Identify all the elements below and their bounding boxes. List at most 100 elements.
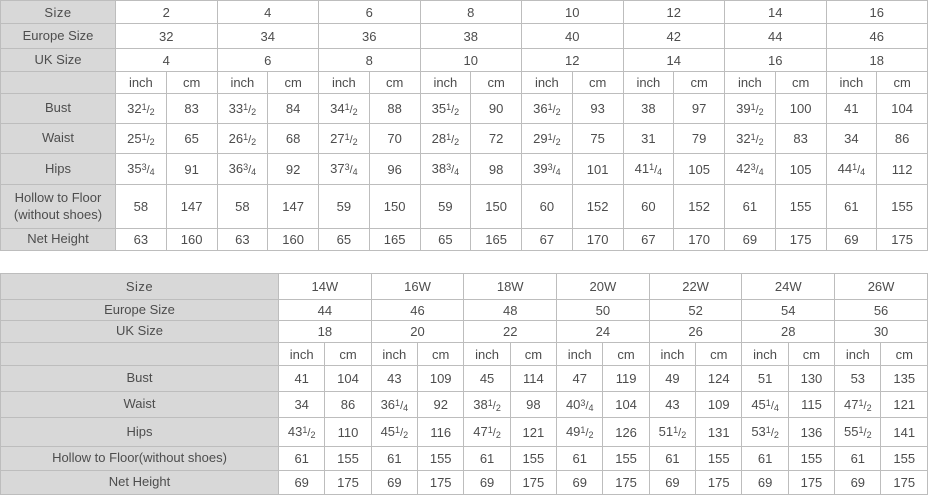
measurement-value-cell: 491/2 <box>556 417 604 447</box>
measurement-value-cell: 165 <box>470 228 522 251</box>
size-value-cell: 2 <box>115 0 218 24</box>
measurement-value-cell: 135 <box>880 365 928 392</box>
measurement-row-label: Hollow to Floor (without shoes) <box>0 184 116 229</box>
unit-inch-cell: inch <box>741 342 789 366</box>
measurement-value-cell: 60 <box>521 184 573 229</box>
measurement-value-cell: 175 <box>880 470 928 495</box>
table-row: Hollow to Floor(without shoes) 61 155 61 155… <box>0 446 928 471</box>
unit-inch-cell: inch <box>318 71 370 94</box>
table-gap <box>0 251 928 273</box>
unit-inch-cell: inch <box>825 71 878 94</box>
table-row: Bust 321/2 83 331/2 84 341/2 88 351/2 90 361/2 93 3… <box>0 93 928 124</box>
size-value-cell: 18W <box>463 273 558 300</box>
measurement-value-cell: 361/4 <box>370 391 419 418</box>
standard-size-chart-table: Size 2 4 6 8 10 12 14 16 Europe Size 32 34 36 38 40 42 4… <box>0 0 928 251</box>
measurement-value-cell: 175 <box>602 470 650 495</box>
europe-size-value-cell: 50 <box>556 299 650 321</box>
units-row-empty-label <box>0 342 279 366</box>
table-row: Hollow to Floor (without shoes) 58 147 58 14… <box>0 184 928 229</box>
measurement-value-cell: 391/2 <box>724 93 776 124</box>
unit-inch-cell: inch <box>463 342 511 366</box>
measurement-value-cell: 41 <box>277 365 326 392</box>
size-value-cell: 10 <box>521 0 624 24</box>
europe-size-row-label: Europe Size <box>0 299 279 321</box>
table-row: Net Height 63 160 63 160 65 165 65 165 67 170 67 170… <box>0 228 928 251</box>
table-row: inch cm inch cm inch cm inch cm inch cm inch cm inch… <box>0 342 928 366</box>
unit-cm-cell: cm <box>509 342 558 366</box>
measurement-value-cell: 105 <box>673 153 725 185</box>
measurement-value-cell: 61 <box>741 446 789 471</box>
measurement-value-cell: 126 <box>602 417 650 447</box>
measurement-value-cell: 100 <box>774 93 827 124</box>
europe-size-value-cell: 46 <box>825 23 928 49</box>
unit-cm-cell: cm <box>880 342 928 366</box>
measurement-row-label: Hips <box>0 153 116 185</box>
measurement-value-cell: 160 <box>165 228 218 251</box>
measurement-value-cell: 104 <box>602 391 650 418</box>
measurement-value-cell: 92 <box>417 391 465 418</box>
measurement-value-cell: 61 <box>463 446 511 471</box>
table-row: UK Size 4 6 8 10 12 14 16 18 <box>0 48 928 72</box>
size-row-label: Size <box>0 273 279 300</box>
uk-size-value-cell: 24 <box>556 320 650 343</box>
unit-cm-cell: cm <box>571 71 624 94</box>
measurement-value-cell: 147 <box>267 184 319 229</box>
table-row: Size 14W 16W 18W 20W 22W 24W 26W <box>0 273 928 300</box>
measurement-row-label: Waist <box>0 391 279 418</box>
measurement-value-cell: 86 <box>876 123 928 154</box>
measurement-row-label: Bust <box>0 365 279 392</box>
unit-cm-cell: cm <box>324 342 372 366</box>
measurement-value-cell: 383/4 <box>419 153 472 185</box>
unit-cm-cell: cm <box>787 342 836 366</box>
measurement-value-cell: 423/4 <box>724 153 776 185</box>
measurement-value-cell: 61 <box>825 184 878 229</box>
measurement-value-cell: 175 <box>695 470 743 495</box>
measurement-value-cell: 58 <box>115 184 167 229</box>
uk-size-value-cell: 16 <box>724 48 827 72</box>
size-value-cell: 14W <box>278 273 372 300</box>
size-value-cell: 6 <box>318 0 421 24</box>
measurement-value-cell: 175 <box>787 470 836 495</box>
uk-size-row-label: UK Size <box>0 48 116 72</box>
measurement-value-cell: 65 <box>165 123 218 154</box>
measurement-value-cell: 47 <box>556 365 604 392</box>
unit-cm-cell: cm <box>602 342 650 366</box>
measurement-value-cell: 69 <box>556 470 604 495</box>
measurement-value-cell: 251/2 <box>115 123 167 154</box>
unit-inch-cell: inch <box>115 71 167 94</box>
measurement-value-cell: 104 <box>876 93 928 124</box>
measurement-value-cell: 31 <box>622 123 675 154</box>
measurement-value-cell: 97 <box>673 93 725 124</box>
uk-size-value-cell: 12 <box>521 48 624 72</box>
europe-size-value-cell: 44 <box>278 299 372 321</box>
measurement-value-cell: 88 <box>368 93 421 124</box>
measurement-value-cell: 61 <box>277 446 326 471</box>
measurement-value-cell: 67 <box>622 228 675 251</box>
measurement-value-cell: 155 <box>876 184 928 229</box>
measurement-value-cell: 43 <box>648 391 697 418</box>
measurement-value-cell: 83 <box>165 93 218 124</box>
measurement-row-label: Net Height <box>0 228 116 251</box>
uk-size-value-cell: 26 <box>648 320 743 343</box>
measurement-value-cell: 43 <box>370 365 419 392</box>
measurement-value-cell: 175 <box>509 470 558 495</box>
measurement-value-cell: 93 <box>571 93 624 124</box>
measurement-value-cell: 69 <box>825 228 878 251</box>
measurement-value-cell: 155 <box>324 446 372 471</box>
measurement-value-cell: 69 <box>463 470 511 495</box>
uk-size-value-cell: 14 <box>622 48 725 72</box>
measurement-value-cell: 155 <box>774 184 827 229</box>
measurement-value-cell: 261/2 <box>216 123 269 154</box>
measurement-value-cell: 91 <box>165 153 218 185</box>
unit-inch-cell: inch <box>277 342 326 366</box>
europe-size-value-cell: 44 <box>724 23 827 49</box>
measurement-value-cell: 411/4 <box>622 153 675 185</box>
measurement-value-cell: 175 <box>774 228 827 251</box>
measurement-value-cell: 110 <box>324 417 372 447</box>
measurement-value-cell: 41 <box>825 93 878 124</box>
measurement-value-cell: 109 <box>695 391 743 418</box>
table-row: Hips 431/2 110 451/2 116 471/2 121 491/2 126 511/… <box>0 417 928 447</box>
unit-inch-cell: inch <box>622 71 675 94</box>
table-row: Waist 34 86 361/4 92 381/2 98 403/4 104 43 109 451/… <box>0 391 928 418</box>
